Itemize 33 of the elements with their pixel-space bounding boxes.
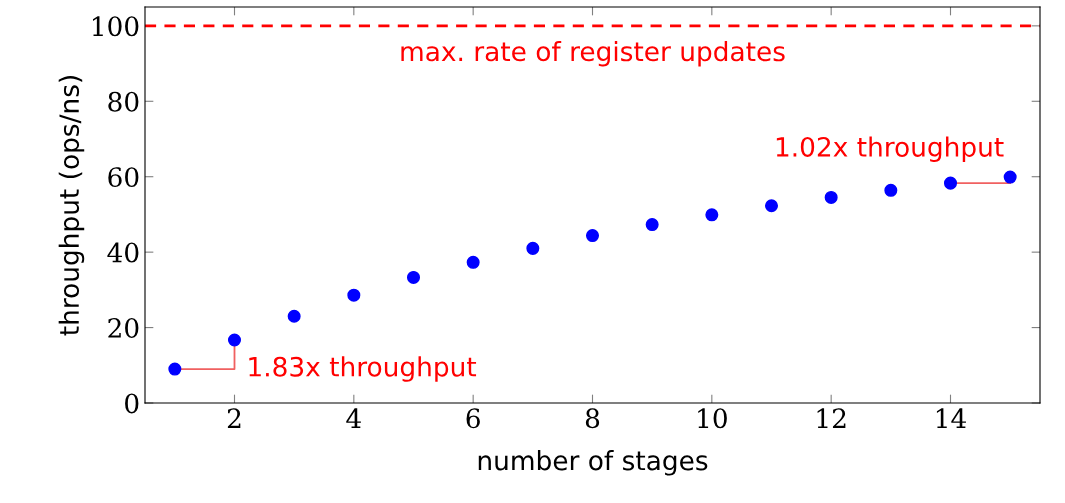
point	[645, 218, 659, 232]
point	[1003, 170, 1017, 184]
y-tick-label: 80	[108, 91, 139, 112]
x-tick-label: 12	[817, 408, 846, 428]
point	[526, 241, 540, 255]
point	[824, 190, 838, 204]
x-tick-label: 6	[466, 408, 480, 429]
y-axis-title: throughput (ops/ns)	[58, 76, 85, 336]
point	[705, 208, 719, 222]
point	[347, 288, 361, 302]
y-tick-label: 100	[92, 16, 139, 37]
point	[764, 199, 779, 213]
y-tick-label: 60	[108, 167, 139, 188]
annotation: 1.83x throughput	[249, 356, 477, 382]
x-tick-label: 4	[346, 408, 361, 428]
point	[287, 309, 301, 323]
y-tick-label: 0	[125, 393, 139, 414]
x-tick-label: 8	[585, 408, 600, 429]
x-tick-label: 14	[936, 408, 966, 428]
y-tick-label: 20	[108, 318, 139, 338]
point	[884, 183, 898, 197]
annotation: 1.02x throughput	[776, 136, 1004, 163]
point	[466, 255, 480, 269]
ref-line-label: max. rate of register updates	[401, 40, 785, 67]
x-axis-title: number of stages	[478, 450, 708, 476]
point	[943, 176, 958, 190]
y-tick-label: 40	[107, 242, 139, 263]
point	[406, 270, 421, 284]
point	[585, 229, 600, 243]
x-tick-label: 10	[698, 408, 727, 429]
x-tick-label: 2	[227, 408, 241, 428]
point	[227, 333, 242, 347]
point	[168, 362, 182, 376]
